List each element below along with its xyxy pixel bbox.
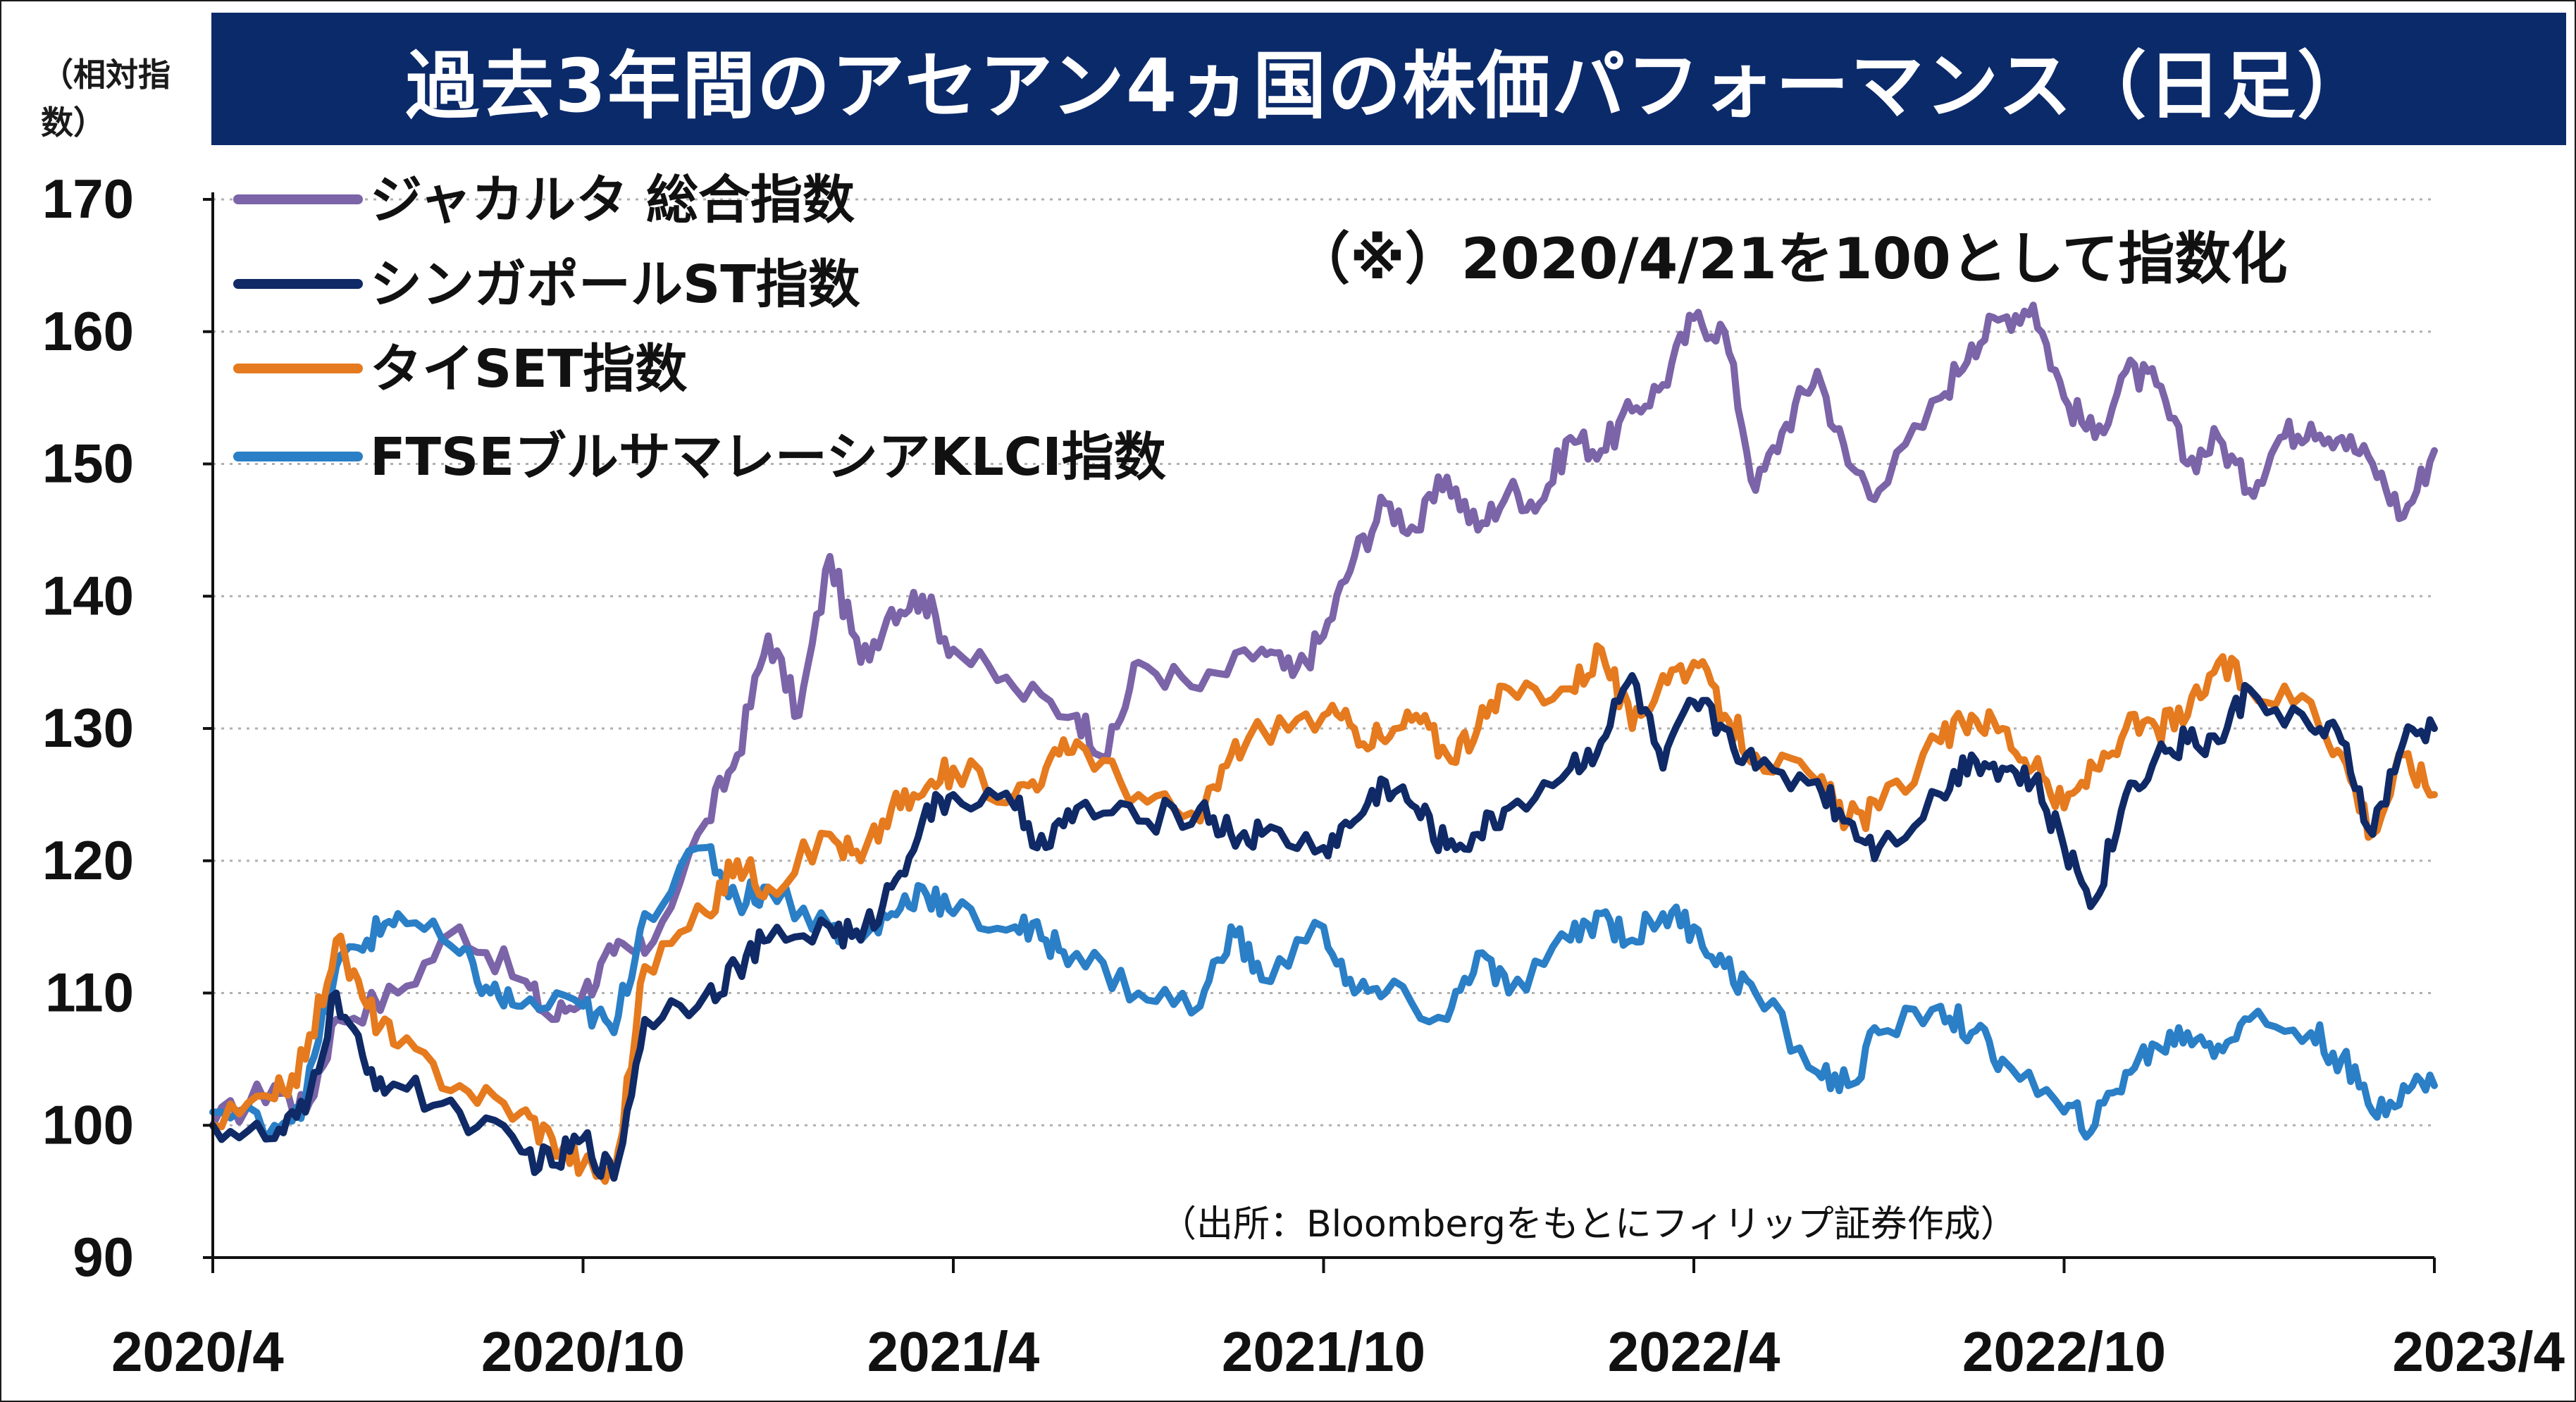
- y-tick-label: 90: [73, 1226, 134, 1288]
- series-line-1: [209, 671, 2438, 1182]
- series-line-0: [209, 302, 2438, 1129]
- x-tick-label: 2023/4: [2392, 1320, 2565, 1383]
- index-note: （※）2020/4/21を100として指数化: [1294, 226, 2287, 292]
- x-tick-label: 2020/10: [481, 1320, 685, 1383]
- y-tick-labels: 90 100 110 120 130 140 150 160 170: [42, 168, 134, 1288]
- y-axis-unit-label: （相対指数）: [41, 56, 171, 142]
- source-note: （出所：Bloombergをもとにフィリップ証券作成）: [1160, 1203, 2017, 1246]
- x-tick-label: 2020/4: [111, 1320, 284, 1383]
- y-tick-label: 160: [42, 300, 134, 362]
- y-tick-label: 130: [42, 697, 134, 759]
- x-tick-label: 2021/10: [1222, 1320, 1425, 1383]
- legend-label: タイSET指数: [370, 339, 687, 399]
- y-tick-label: 110: [45, 962, 134, 1024]
- x-tick-label: 2022/10: [1962, 1320, 2166, 1383]
- legend-label: シンガポールST指数: [370, 254, 860, 315]
- x-tick-label: 2021/4: [867, 1320, 1040, 1383]
- x-tick-labels: 2020/4 2020/10 2021/4 2021/10 2022/4 2022/10 2…: [111, 1320, 2565, 1383]
- series-line-3: [209, 843, 2438, 1143]
- legend-label: ジャカルタ 総合指数: [370, 170, 855, 230]
- y-tick-label: 140: [42, 564, 134, 626]
- legend-label: FTSEブルサマレーシアKLCI指数: [370, 427, 1166, 488]
- y-tick-label: 120: [42, 829, 134, 891]
- y-tick-label: 150: [42, 433, 134, 495]
- x-tick-label: 2022/4: [1608, 1320, 1781, 1383]
- y-tick-label: 170: [42, 168, 134, 230]
- y-tick-label: 100: [42, 1093, 134, 1155]
- chart-title: 過去3年間のアセアン4ヵ国の株価パフォーマンス（日足）: [405, 42, 2372, 129]
- series-lines: [209, 302, 2438, 1185]
- axes: [203, 192, 2436, 1273]
- title-banner: 過去3年間のアセアン4ヵ国の株価パフォーマンス（日足）: [211, 13, 2566, 145]
